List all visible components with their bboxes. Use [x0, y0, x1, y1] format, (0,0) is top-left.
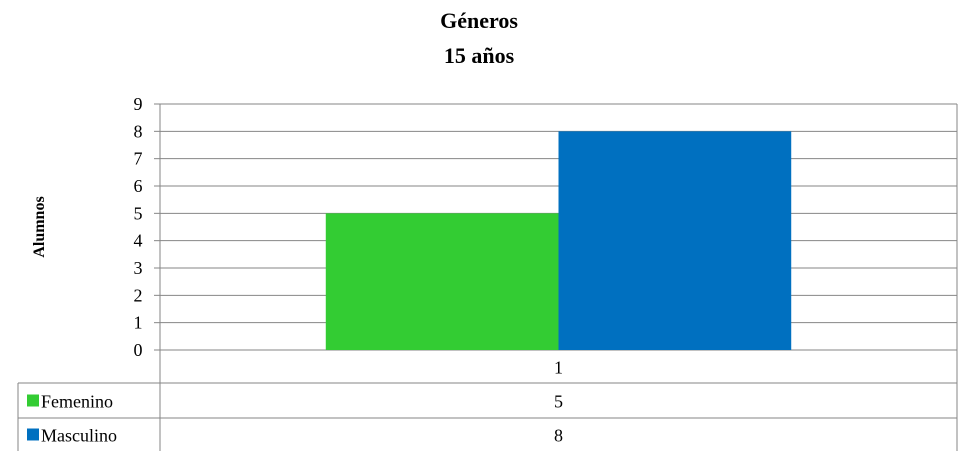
table-value-masculino: 8 [554, 426, 563, 446]
x-tick-label: 1 [554, 358, 563, 378]
y-tick-label: 3 [134, 258, 143, 278]
legend-swatch-femenino [27, 394, 39, 407]
y-tick-label: 8 [134, 121, 143, 141]
legend-swatch-masculino [27, 428, 39, 441]
y-tick-label: 6 [134, 176, 143, 196]
table-value-femenino: 5 [554, 392, 563, 412]
y-tick-label: 9 [134, 94, 143, 114]
bar-femenino [325, 213, 559, 350]
y-tick-label: 7 [134, 149, 143, 169]
bar-masculino [558, 131, 792, 350]
chart-title: Géneros [440, 8, 518, 33]
y-tick-label: 4 [134, 231, 143, 251]
chart-subtitle: 15 años [444, 43, 515, 68]
y-tick-label: 1 [134, 313, 143, 333]
y-tick-label: 2 [134, 285, 143, 305]
y-tick-label: 0 [134, 340, 143, 360]
y-axis-ticks: 0 1 2 3 4 5 6 7 8 9 [134, 94, 160, 360]
legend-label-masculino: Masculino [41, 426, 117, 446]
bars [325, 131, 792, 350]
data-table: 1 Femenino 5 Masculino 8 [17, 350, 958, 451]
legend-label-femenino: Femenino [41, 392, 113, 412]
y-axis-label: Alumnos [31, 196, 48, 257]
y-tick-label: 5 [134, 203, 143, 223]
